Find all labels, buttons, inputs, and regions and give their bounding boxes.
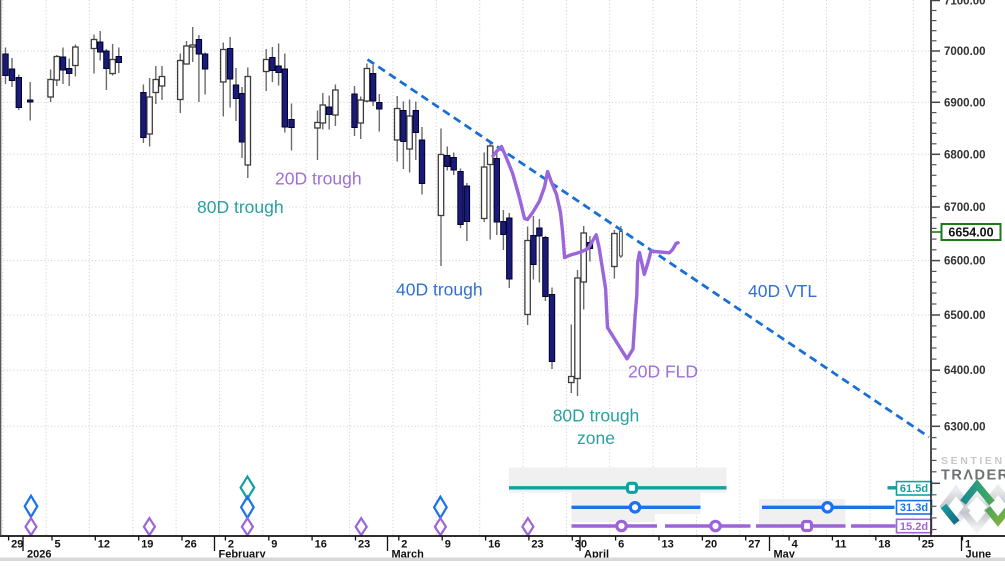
svg-text:80D trough: 80D trough bbox=[197, 197, 284, 217]
svg-text:6700.00: 6700.00 bbox=[944, 202, 986, 214]
svg-text:19: 19 bbox=[141, 539, 153, 551]
svg-text:23: 23 bbox=[358, 539, 370, 551]
svg-text:6600.00: 6600.00 bbox=[944, 256, 986, 268]
svg-text:25: 25 bbox=[922, 539, 934, 551]
svg-text:29: 29 bbox=[11, 539, 23, 551]
svg-text:20D FLD: 20D FLD bbox=[628, 362, 698, 382]
svg-text:31.3d: 31.3d bbox=[900, 502, 928, 514]
svg-text:4: 4 bbox=[792, 539, 799, 551]
svg-text:6300.00: 6300.00 bbox=[944, 421, 986, 433]
svg-text:TRΛDER: TRΛDER bbox=[941, 468, 1005, 484]
svg-text:20: 20 bbox=[705, 539, 717, 551]
svg-text:61.5d: 61.5d bbox=[900, 483, 928, 495]
svg-text:2: 2 bbox=[228, 539, 234, 551]
svg-text:2: 2 bbox=[401, 539, 407, 551]
svg-text:6500.00: 6500.00 bbox=[944, 310, 986, 322]
svg-text:6800.00: 6800.00 bbox=[944, 149, 986, 161]
svg-text:13: 13 bbox=[662, 539, 674, 551]
svg-text:16: 16 bbox=[488, 539, 500, 551]
svg-text:6400.00: 6400.00 bbox=[944, 365, 986, 377]
svg-text:5: 5 bbox=[55, 539, 61, 551]
svg-text:zone: zone bbox=[577, 428, 615, 448]
svg-text:16: 16 bbox=[315, 539, 327, 551]
svg-text:9: 9 bbox=[445, 539, 451, 551]
svg-text:7000.00: 7000.00 bbox=[944, 46, 986, 58]
svg-text:23: 23 bbox=[531, 539, 543, 551]
svg-text:26: 26 bbox=[185, 539, 197, 551]
svg-text:30: 30 bbox=[575, 539, 587, 551]
svg-text:9: 9 bbox=[271, 539, 277, 551]
svg-text:40D trough: 40D trough bbox=[396, 280, 483, 300]
svg-text:7100.00: 7100.00 bbox=[944, 0, 986, 8]
svg-text:11: 11 bbox=[835, 539, 847, 551]
svg-text:1: 1 bbox=[965, 539, 971, 551]
svg-text:80D trough: 80D trough bbox=[553, 406, 640, 426]
svg-text:40D VTL: 40D VTL bbox=[748, 281, 817, 301]
svg-text:20D trough: 20D trough bbox=[275, 169, 362, 189]
svg-text:27: 27 bbox=[748, 539, 760, 551]
svg-text:18: 18 bbox=[878, 539, 890, 551]
svg-text:12: 12 bbox=[98, 539, 110, 551]
svg-text:6654.00: 6654.00 bbox=[948, 226, 993, 240]
svg-text:6900.00: 6900.00 bbox=[944, 97, 986, 109]
svg-text:15.2d: 15.2d bbox=[900, 521, 928, 533]
svg-text:6: 6 bbox=[618, 539, 624, 551]
